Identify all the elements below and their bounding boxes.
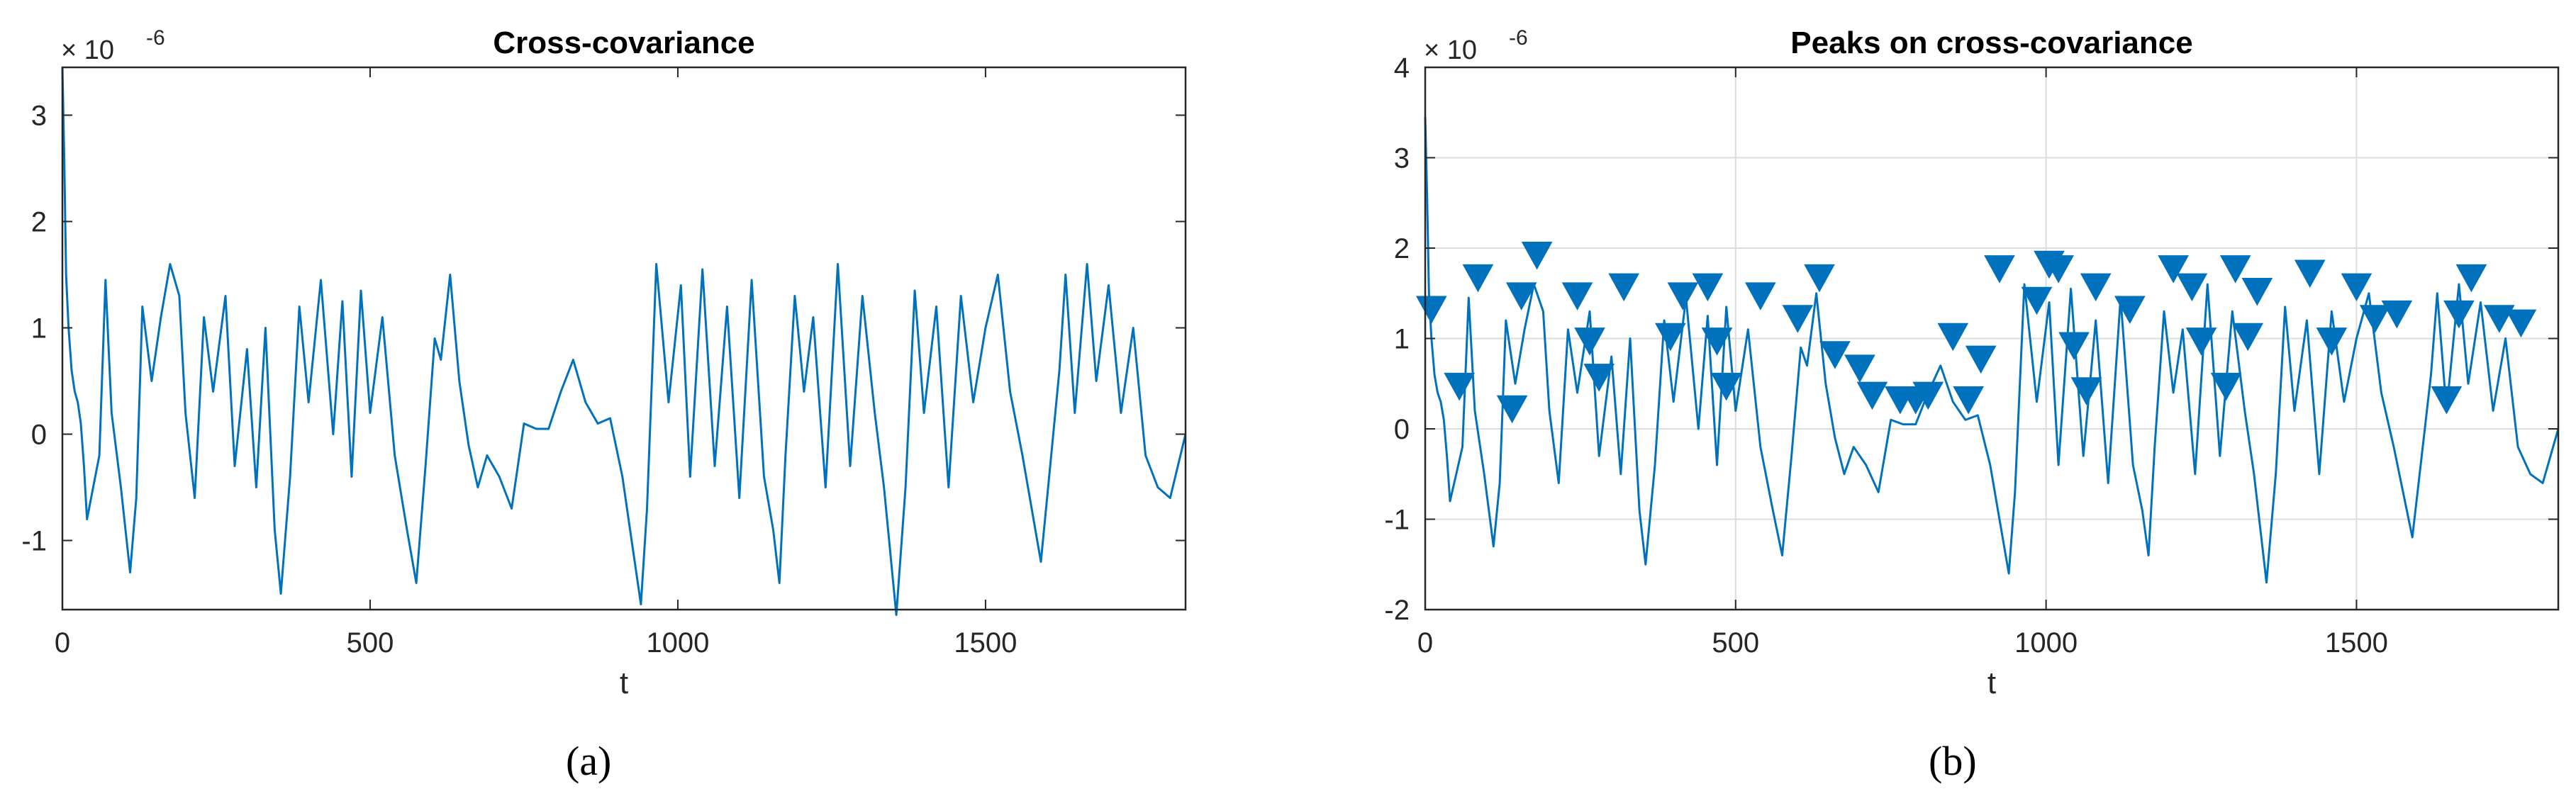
peak-marker [1856,381,1888,410]
peak-marker [2294,259,2326,289]
peak-marker [1744,282,1776,310]
peak-marker [2158,255,2189,284]
y-tick-label: 2 [1394,233,1410,264]
peak-marker [1574,327,1605,356]
y-tick-label: 0 [31,420,47,451]
y-tick-label: 2 [31,207,47,238]
y-tick-label: 1 [31,313,47,345]
peak-marker [2058,332,2090,361]
peak-marker [1912,381,1944,410]
peak-marker [2232,323,2264,352]
x-tick-label: 0 [55,627,70,659]
peak-marker [2431,386,2463,415]
peak-marker [2185,327,2217,356]
chart-title: Cross-covariance [493,26,754,60]
peak-marker [1804,264,1835,293]
exponent-power: -6 [146,26,165,50]
peak-marker [1984,255,2015,284]
peak-marker [2443,300,2475,329]
exponent-power: -6 [1509,26,1528,50]
x-axis-label: t [1987,666,1996,700]
peak-marker [1701,327,1733,356]
peak-marker [1505,282,1537,310]
peak-marker [2021,286,2053,315]
x-tick-label: 1000 [646,627,709,659]
peak-marker [2241,278,2273,306]
x-axis-label: t [620,666,628,700]
peak-marker [1496,395,1528,424]
peak-marker [2176,273,2208,302]
peak-marker [2505,309,2537,338]
peak-marker [1583,364,1615,392]
chart-panel-1: 0 500 1000 1500 -1 0 1 2 3 × 10 -6 Cross-covariance… [21,26,1187,700]
peak-marker [2210,372,2242,401]
peak-marker [1444,372,1476,401]
y-tick-label: 3 [31,101,47,132]
peak-marker [1608,273,1640,302]
peak-marker [1844,354,1875,383]
peak-marker [2359,305,2391,333]
peak-marker [1655,323,1686,352]
x-tick-label: 1500 [954,627,1017,659]
peak-marker [2080,273,2112,302]
peak-marker [1667,282,1699,310]
y-tick-label: 4 [1394,52,1410,84]
peak-marker [2341,273,2373,302]
axes-box [61,66,1187,611]
peak-marker [1953,386,1985,415]
y-tick-label: 1 [1394,324,1410,355]
series-line [61,67,1187,616]
chart-panel-2: 0 500 1000 1500 -2 -1 0 1 2 3 4 × 10 -6 Peaks on cros… [1384,26,2560,700]
chart-title: Peaks on cross-covariance [1790,26,2192,60]
peak-marker [1965,345,1997,374]
peak-marker [2483,305,2515,333]
peak-marker [1692,273,1724,302]
peak-marker [1710,372,1742,401]
peak-marker [2043,255,2074,284]
peak-marker [1561,282,1593,310]
x-tick-label: 500 [1712,627,1759,659]
y-tick-label: 3 [1394,143,1410,174]
x-tick-label: 1500 [2325,627,2388,659]
peak-marker [2070,377,2102,405]
peak-marker [2316,327,2348,356]
panel-label-b: (b) [1929,738,1977,784]
peak-marker [1819,341,1851,369]
peak-marker [2455,264,2487,293]
peak-marker [2114,296,2146,325]
panel-label-a: (a) [566,738,612,784]
exponent-label: × 10 [61,35,114,65]
peak-marker [2219,255,2251,284]
peak-marker [1415,296,1447,325]
y-tick-label: -1 [21,526,47,557]
peak-marker [1937,323,1969,352]
exponent-label: × 10 [1424,35,1477,65]
peak-marker [1782,305,1814,333]
y-tick-label: -2 [1384,595,1410,626]
peak-marker [1521,242,1553,270]
y-tick-label: 0 [1394,414,1410,445]
y-tick-label: -1 [1384,505,1410,536]
x-tick-label: 0 [1417,627,1433,659]
x-tick-label: 500 [347,627,394,659]
series-line [1424,117,2560,584]
peak-marker [1462,264,1494,293]
peak-marker [2381,300,2413,329]
x-tick-label: 1000 [2014,627,2078,659]
